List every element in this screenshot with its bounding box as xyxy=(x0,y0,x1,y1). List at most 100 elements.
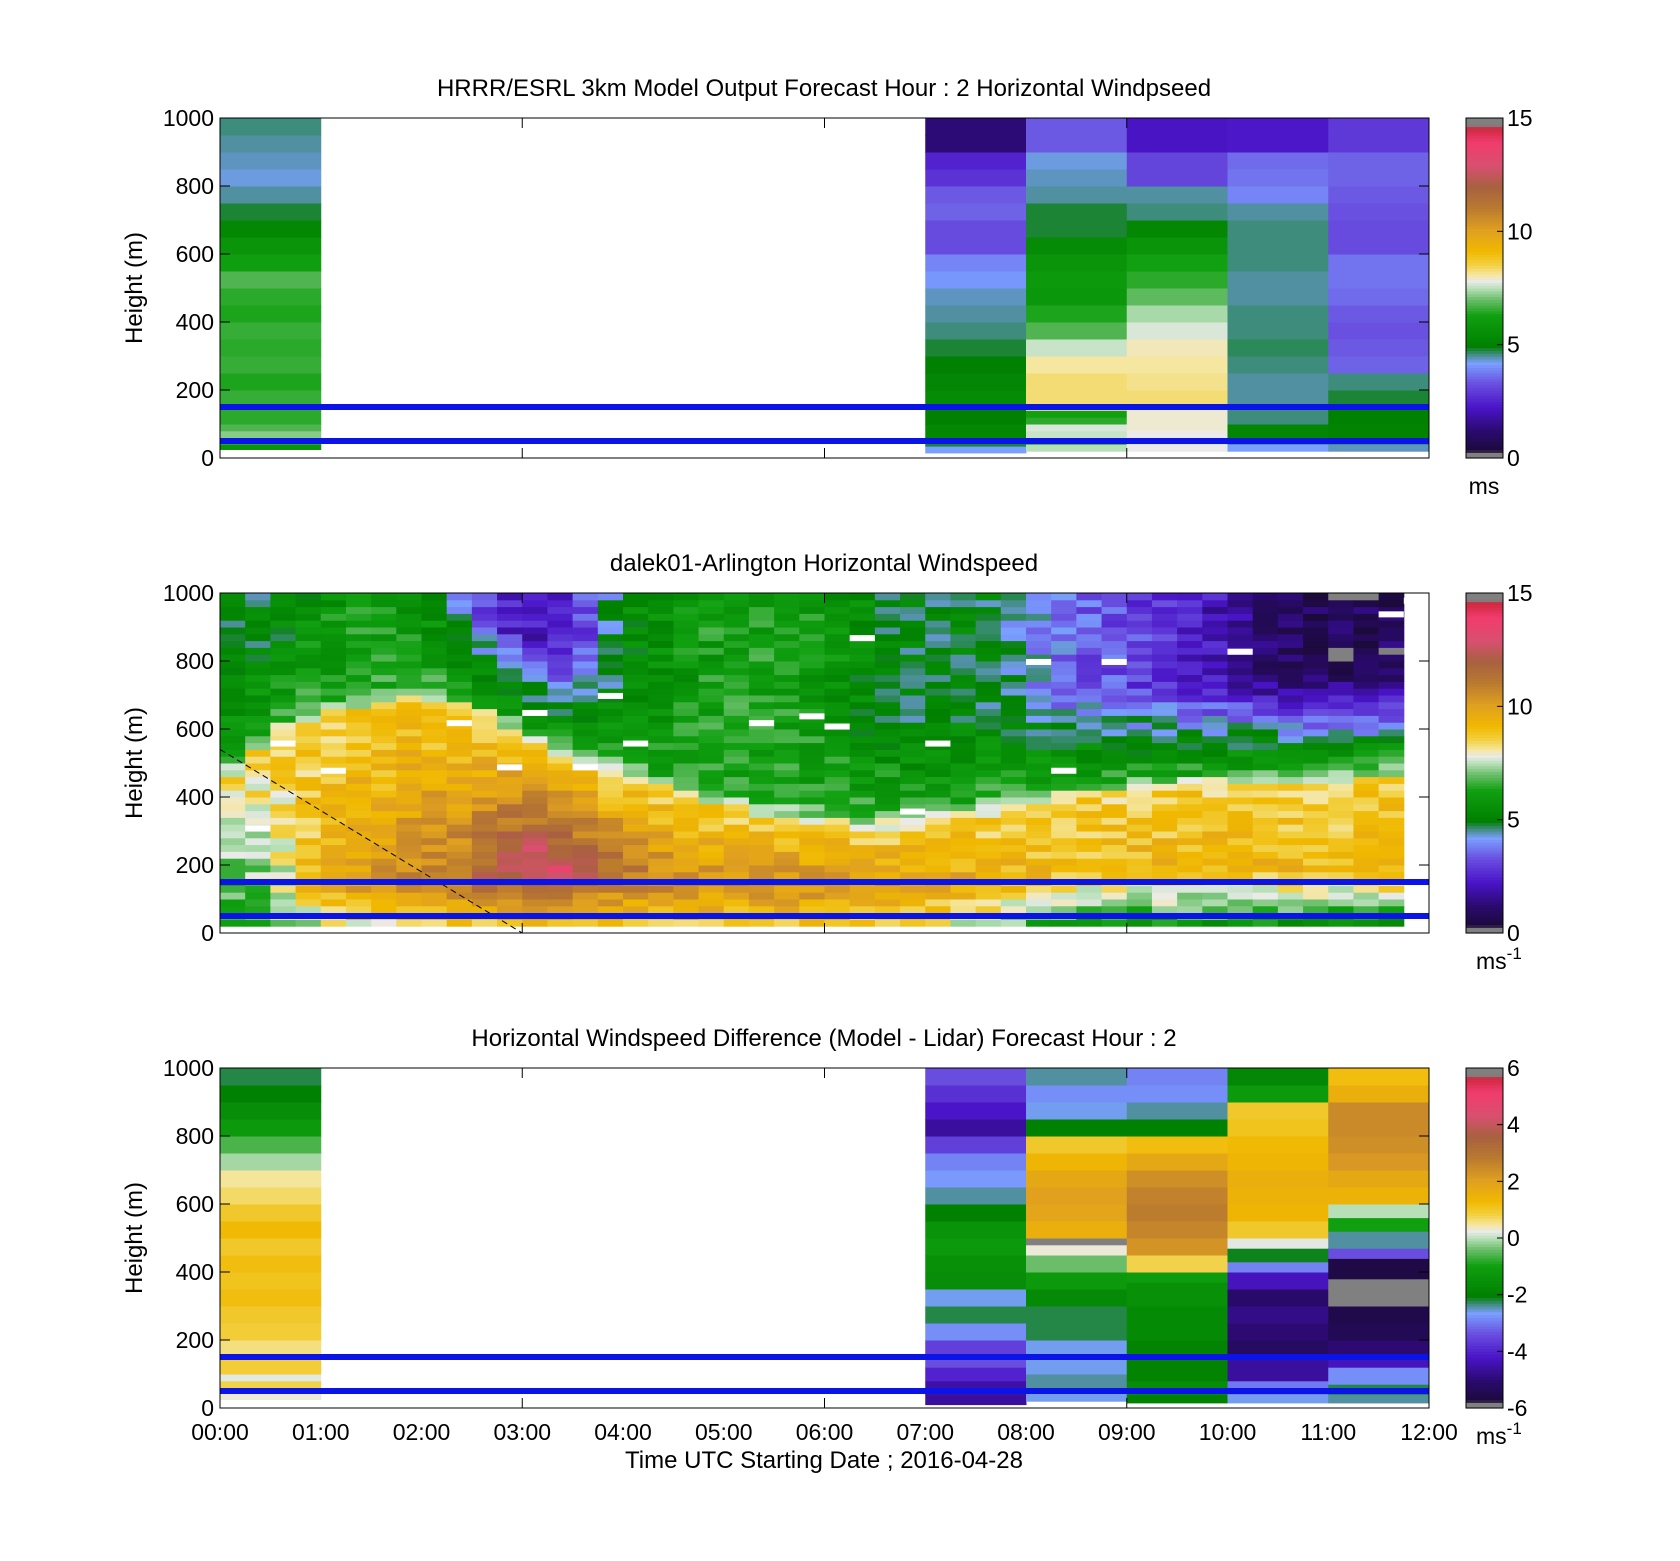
heatmap-cell xyxy=(471,810,498,818)
panel-difference: Horizontal Windspeed Difference (Model -… xyxy=(121,1025,1528,1449)
heatmap-cell xyxy=(320,919,347,927)
heatmap-cell xyxy=(1277,763,1304,771)
heatmap-cell xyxy=(1252,763,1279,771)
heatmap-cell xyxy=(1101,851,1128,859)
heatmap-cell xyxy=(698,803,725,812)
heatmap-cell xyxy=(824,606,851,614)
heatmap-cell xyxy=(623,627,649,635)
colorbar-swatch xyxy=(1466,251,1503,255)
heatmap-cell xyxy=(623,599,649,608)
heatmap-cell xyxy=(1026,824,1052,832)
heatmap-cell xyxy=(925,1204,1027,1222)
x-tick-labels: 00:00 01:00 02:00 03:00 04:00 05:00 06:00 07:00… xyxy=(191,1419,1458,1445)
heatmap-cell xyxy=(698,763,725,771)
colorbar-swatch xyxy=(1466,429,1503,434)
heatmap-cell xyxy=(874,708,901,716)
heatmap-cell xyxy=(572,627,599,635)
heatmap-cell xyxy=(1101,708,1128,716)
heatmap-cell xyxy=(220,1238,322,1256)
heatmap-cell xyxy=(1202,844,1228,852)
heatmap-cell xyxy=(1126,305,1228,323)
heatmap-cell xyxy=(1328,905,1354,914)
heatmap-cell xyxy=(446,633,473,642)
heatmap-cell xyxy=(446,899,473,907)
heatmap-cell xyxy=(471,633,498,642)
heatmap-cell xyxy=(1126,633,1153,642)
heatmap-cell xyxy=(295,742,322,750)
colorbar-swatch xyxy=(1466,174,1503,179)
heatmap-cell xyxy=(522,831,548,839)
heatmap-cell xyxy=(623,824,649,832)
heatmap-cell xyxy=(925,271,1027,289)
heatmap-cell xyxy=(471,824,498,832)
heatmap-cell xyxy=(1328,1367,1429,1385)
heatmap-cell xyxy=(1353,613,1380,621)
x-tick-label: 05:00 xyxy=(695,1419,753,1445)
heatmap-cell xyxy=(1378,790,1405,798)
heatmap-cell xyxy=(623,769,649,778)
colorbar-swatch xyxy=(1466,788,1503,792)
heatmap-cell xyxy=(1227,254,1329,272)
heatmap-cell xyxy=(925,613,951,621)
heatmap-cell xyxy=(1051,688,1077,696)
heatmap-cell xyxy=(1227,599,1254,608)
heatmap-cell xyxy=(1000,674,1027,682)
heatmap-cell xyxy=(497,681,523,689)
heatmap-cell xyxy=(497,647,523,655)
heatmap-cell xyxy=(345,885,372,893)
heatmap-cell xyxy=(748,837,775,846)
heatmap-cell xyxy=(1076,674,1103,682)
heatmap-cell xyxy=(471,749,498,757)
heatmap-cell xyxy=(900,790,926,798)
heatmap-cell xyxy=(270,749,297,757)
heatmap-cell xyxy=(648,599,674,608)
heatmap-cell xyxy=(874,797,901,805)
heatmap-cell xyxy=(597,701,624,710)
heatmap-cell xyxy=(1328,254,1429,272)
heatmap-cell xyxy=(1076,654,1103,662)
heatmap-cell xyxy=(522,627,548,635)
heatmap-cell xyxy=(1202,769,1228,778)
colorbar-swatch xyxy=(1466,862,1503,866)
colorbar-frame xyxy=(1465,592,1504,934)
colorbar-swatch xyxy=(1466,615,1503,620)
heatmap-cell xyxy=(1277,769,1304,778)
heatmap-cell xyxy=(471,695,498,703)
heatmap-cell xyxy=(270,871,297,880)
heatmap-cell xyxy=(446,715,473,723)
heatmap-cell xyxy=(522,885,548,893)
colorbar-swatch xyxy=(1466,1252,1503,1256)
heatmap-cell xyxy=(673,844,700,852)
heatmap-cell xyxy=(824,647,851,655)
heatmap-cell xyxy=(1227,606,1254,614)
heatmap-cell xyxy=(295,899,322,907)
heatmap-cell xyxy=(446,851,473,859)
heatmap-cell xyxy=(522,858,548,866)
heatmap-cell xyxy=(950,708,977,716)
heatmap-cell xyxy=(547,797,574,805)
heatmap-cell xyxy=(950,688,977,696)
colorbar-swatch xyxy=(1466,601,1503,605)
heatmap-cell xyxy=(471,627,498,635)
heatmap-cell xyxy=(1252,851,1279,859)
heatmap-cell xyxy=(1202,899,1228,907)
heatmap-cell xyxy=(723,803,750,812)
heatmap-cell xyxy=(446,763,473,771)
heatmap-cell xyxy=(925,254,1027,272)
heatmap-cell xyxy=(1277,681,1304,689)
heatmap-cell xyxy=(220,633,246,642)
heatmap-cell xyxy=(597,708,624,716)
heatmap-cell xyxy=(371,803,397,812)
heatmap-cell xyxy=(1202,606,1228,614)
heatmap-cell xyxy=(1026,647,1052,655)
heatmap-cell xyxy=(270,667,297,676)
heatmap-cell xyxy=(1026,790,1052,798)
heatmap-cell xyxy=(1353,749,1380,757)
heatmap-cell xyxy=(1277,620,1304,628)
heatmap-cell xyxy=(421,756,448,764)
heatmap-cell xyxy=(849,810,876,818)
heatmap-cell xyxy=(1177,695,1203,703)
heatmap-cell xyxy=(1303,919,1329,927)
y-tick-label: 0 xyxy=(201,1395,214,1421)
colorbar-swatch xyxy=(1466,876,1503,880)
